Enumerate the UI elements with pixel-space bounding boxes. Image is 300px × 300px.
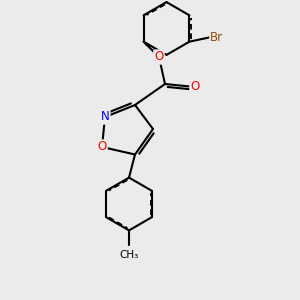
Text: O: O (190, 80, 200, 94)
Text: O: O (154, 50, 164, 64)
Text: N: N (100, 110, 109, 124)
Text: Br: Br (210, 31, 224, 44)
Text: O: O (98, 140, 106, 154)
Text: CH₃: CH₃ (119, 250, 139, 260)
